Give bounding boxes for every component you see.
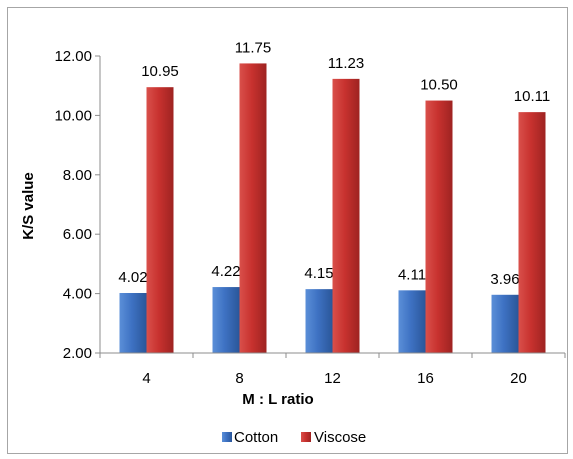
- bar-cotton: [305, 289, 333, 353]
- bar-cotton: [491, 294, 519, 353]
- y-tick-label: 8.00: [63, 167, 92, 184]
- data-label-viscose: 10.11: [514, 88, 550, 105]
- x-tick-label: 16: [417, 370, 434, 387]
- y-tick-label: 12.00: [54, 48, 92, 65]
- data-label-cotton: 4.11: [398, 266, 426, 283]
- y-tick-label: 2.00: [63, 345, 92, 362]
- x-tick-label: 20: [510, 370, 527, 387]
- data-label-cotton: 4.22: [211, 263, 240, 280]
- bar-viscose: [518, 112, 546, 354]
- legend-label-viscose: Viscose: [314, 429, 366, 446]
- data-label-cotton: 4.02: [118, 269, 147, 286]
- data-label-viscose: 11.23: [328, 55, 364, 72]
- legend-label-cotton: Cotton: [234, 429, 278, 446]
- x-tick-label: 8: [235, 370, 243, 387]
- y-tick-label: 4.00: [63, 286, 92, 303]
- bar-cotton: [212, 287, 240, 353]
- bar-viscose: [425, 100, 453, 353]
- legend-swatch-cotton: [222, 432, 232, 442]
- bar-cotton: [119, 293, 147, 353]
- bar-cotton: [398, 290, 426, 353]
- bar-viscose: [239, 63, 267, 354]
- legend-swatch-viscose: [301, 432, 311, 442]
- data-label-cotton: 3.96: [490, 271, 519, 288]
- y-tick-label: 10.00: [54, 107, 92, 124]
- x-axis-title: M : L ratio: [242, 391, 313, 408]
- bar-viscose: [332, 78, 360, 353]
- data-label-viscose: 10.50: [420, 77, 458, 94]
- x-tick-label: 4: [142, 370, 150, 387]
- data-label-viscose: 11.75: [235, 39, 271, 56]
- y-axis-title: K/S value: [20, 172, 37, 240]
- chart-marks: 2.00 4.00 6.00 8.00 10.00 12.00 4 4.02 10.95 8 4.2…: [54, 39, 566, 387]
- x-tick-label: 12: [324, 370, 341, 387]
- data-label-viscose: 10.95: [141, 63, 179, 80]
- legend: Cotton Viscose: [222, 429, 366, 446]
- bar-viscose: [146, 87, 174, 353]
- data-label-cotton: 4.15: [304, 265, 333, 282]
- y-tick-label: 6.00: [63, 226, 92, 243]
- chart-border: [7, 7, 568, 454]
